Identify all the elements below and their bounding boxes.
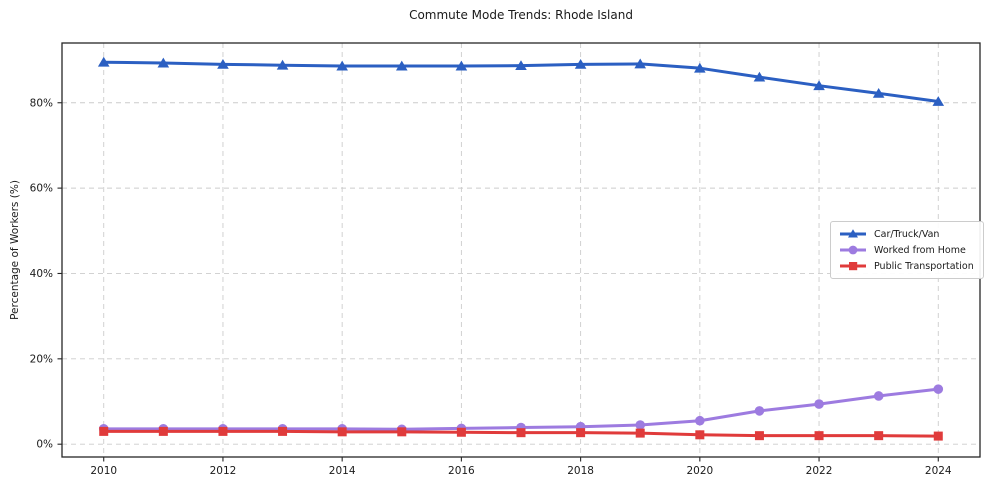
x-tick-label: 2018 bbox=[567, 465, 594, 477]
data-point-square bbox=[695, 430, 705, 440]
x-tick-label: 2012 bbox=[210, 465, 237, 477]
data-point-circle bbox=[933, 384, 944, 394]
data-point-square bbox=[337, 427, 347, 437]
data-point-circle bbox=[814, 399, 824, 409]
data-point-square bbox=[397, 427, 407, 437]
y-tick-label: 60% bbox=[30, 183, 53, 195]
data-point-square bbox=[635, 428, 645, 438]
data-point-square bbox=[278, 426, 288, 436]
data-point-square bbox=[874, 431, 884, 441]
legend-item-public-transportation: Public Transportation bbox=[839, 260, 975, 272]
legend-swatch-marker bbox=[848, 245, 858, 255]
legend-label: Public Transportation bbox=[874, 260, 974, 272]
data-point-square bbox=[754, 431, 764, 441]
data-point-square bbox=[218, 426, 228, 436]
data-point-circle bbox=[873, 391, 884, 401]
data-point-triangle bbox=[932, 96, 945, 106]
data-point-triangle bbox=[395, 60, 408, 71]
data-point-square bbox=[933, 431, 943, 441]
data-point-triangle bbox=[694, 62, 706, 73]
x-tick-label: 2022 bbox=[806, 465, 833, 477]
data-point-triangle bbox=[276, 59, 289, 70]
legend-item-worked-from-home: Worked from Home bbox=[839, 244, 975, 256]
data-point-triangle bbox=[574, 58, 587, 69]
y-tick-label: 80% bbox=[30, 97, 53, 109]
data-point-triangle bbox=[336, 60, 348, 71]
data-point-triangle bbox=[634, 58, 647, 69]
data-point-square bbox=[158, 426, 168, 436]
legend-swatch-marker bbox=[849, 262, 858, 271]
data-point-triangle bbox=[813, 80, 825, 91]
legend-label: Car/Truck/Van bbox=[874, 228, 940, 240]
x-tick-label: 2014 bbox=[329, 465, 356, 477]
x-tick-label: 2016 bbox=[448, 465, 475, 477]
y-tick-label: 40% bbox=[30, 268, 53, 280]
data-point-square bbox=[576, 428, 586, 438]
data-point-triangle bbox=[872, 87, 885, 98]
data-point-square bbox=[814, 431, 824, 441]
data-point-triangle bbox=[157, 57, 170, 68]
data-point-triangle bbox=[753, 71, 766, 82]
car-truck-van-swatch-icon bbox=[840, 229, 866, 238]
x-tick-label: 2010 bbox=[90, 465, 117, 477]
data-point-square bbox=[456, 427, 466, 437]
legend-item-car-truck-van: Car/Truck/Van bbox=[839, 228, 975, 240]
data-point-triangle bbox=[217, 58, 229, 69]
data-point-circle bbox=[754, 406, 765, 416]
data-point-triangle bbox=[455, 60, 468, 71]
legend: Car/Truck/Van Worked from Home Public Tr… bbox=[830, 221, 984, 279]
y-tick-label: 0% bbox=[36, 439, 53, 451]
y-tick-label: 20% bbox=[30, 353, 53, 365]
data-point-circle bbox=[635, 420, 646, 430]
x-tick-label: 2024 bbox=[925, 465, 952, 477]
data-point-circle bbox=[695, 415, 705, 426]
data-point-triangle bbox=[97, 56, 110, 67]
worked-from-home-swatch-icon bbox=[840, 245, 866, 255]
chart-title: Commute Mode Trends: Rhode Island bbox=[409, 8, 633, 22]
x-tick-label: 2020 bbox=[686, 465, 713, 477]
data-point-square bbox=[516, 428, 526, 438]
data-point-square bbox=[99, 426, 109, 436]
data-point-triangle bbox=[515, 60, 527, 71]
public-transportation-swatch-icon bbox=[840, 262, 866, 271]
legend-swatch-marker bbox=[848, 229, 858, 238]
legend-label: Worked from Home bbox=[874, 244, 966, 256]
